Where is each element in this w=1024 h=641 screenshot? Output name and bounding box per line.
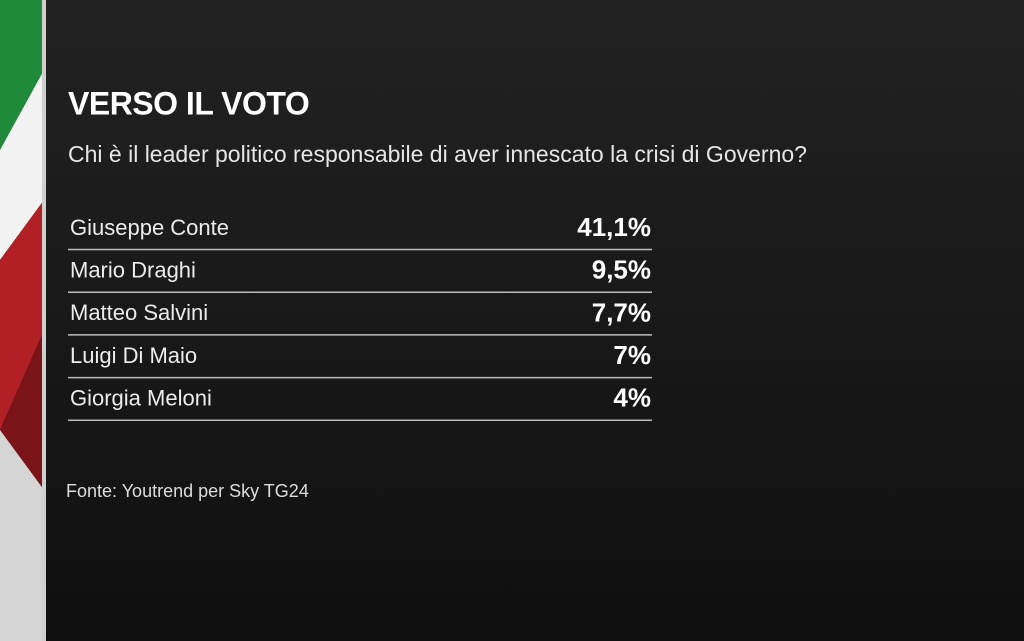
leader-name: Luigi Di Maio — [70, 343, 197, 368]
leader-name: Mario Draghi — [70, 258, 196, 283]
flag-stripe — [0, 0, 46, 641]
leader-name: Giuseppe Conte — [70, 215, 229, 240]
percentage: 7% — [613, 340, 651, 370]
subtitle: Chi è il leader politico responsabile di… — [68, 141, 807, 167]
leader-name: Giorgia Meloni — [70, 386, 212, 411]
percentage: 9,5% — [592, 255, 651, 285]
source: Fonte: Youtrend per Sky TG24 — [66, 481, 309, 501]
title: VERSO IL VOTO — [68, 85, 309, 121]
table: Giuseppe Conte 41,1% Mario Draghi 9,5% Matte… — [68, 212, 652, 422]
leader-name: Matteo Salvini — [70, 300, 208, 325]
percentage: 7,7% — [592, 297, 651, 327]
percentage: 41,1% — [577, 212, 651, 242]
percentage: 4% — [613, 383, 651, 413]
